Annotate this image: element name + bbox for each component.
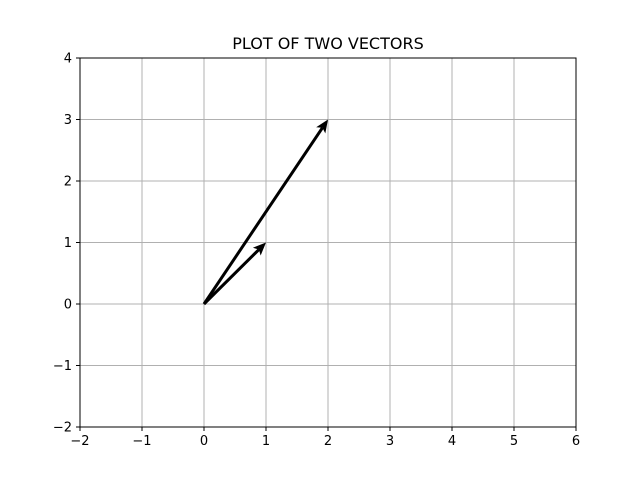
y-tick-label: 4 [64, 52, 72, 67]
vector-arrow [202, 242, 266, 306]
y-tick-label: 1 [64, 236, 72, 251]
y-tick-label: 2 [64, 175, 72, 190]
y-tick-label: 3 [64, 113, 72, 128]
vector-arrowhead [252, 242, 266, 256]
x-tick-label: 3 [386, 434, 394, 449]
x-tick-label: 5 [510, 434, 518, 449]
vector-arrow [202, 119, 328, 305]
x-tick-label: 6 [572, 434, 580, 449]
x-tick-label: 1 [262, 434, 270, 449]
x-tick-label: 2 [324, 434, 332, 449]
chart-title: PLOT OF TWO VECTORS [232, 34, 423, 53]
x-tick-label: 4 [448, 434, 456, 449]
x-tick-label: −2 [70, 434, 89, 449]
axis-ticks: −2 −1 0 1 2 3 4 5 6 −2 −1 0 1 2 3 4 [53, 52, 580, 450]
y-tick-label: 0 [64, 298, 72, 313]
y-tick-label: −2 [53, 421, 72, 436]
vector-shaft [202, 126, 324, 305]
y-tick-label: −1 [53, 359, 72, 374]
x-tick-label: 0 [200, 434, 208, 449]
grid-lines [79, 57, 577, 428]
vector-shaft [202, 248, 260, 306]
vector-arrowhead [316, 119, 328, 134]
x-tick-label: −1 [132, 434, 151, 449]
vectors [202, 119, 328, 306]
